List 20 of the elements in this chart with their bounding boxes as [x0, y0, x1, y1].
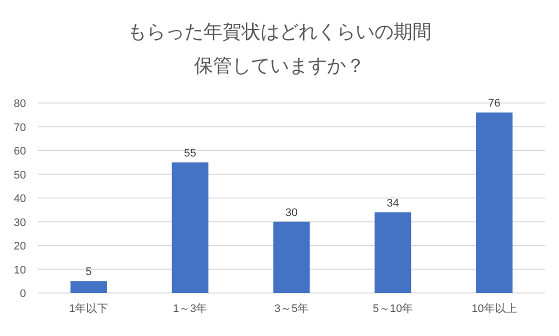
x-tick-label: 3～5年 [274, 303, 309, 315]
y-tick-label: 70 [14, 122, 26, 134]
y-tick-label: 50 [14, 169, 26, 182]
data-label: 55 [184, 147, 196, 160]
data-label: 34 [386, 197, 400, 210]
x-tick-label: 1年以下 [69, 302, 108, 315]
y-tick-label: 40 [14, 193, 26, 205]
data-label: 30 [285, 206, 298, 219]
y-tick-label: 60 [14, 146, 26, 158]
y-tick-label: 0 [20, 288, 26, 300]
x-tick-label: 10年以上 [472, 302, 517, 315]
y-tick-label: 10 [14, 264, 26, 276]
title: もらった年賀状はどれくらいの期間保管していますか？ [128, 22, 432, 77]
x-tick-label: 1～3年 [172, 303, 208, 315]
x-tick-label: 5～10年 [372, 303, 414, 315]
data-label: 5 [86, 266, 92, 278]
y-tick-label: 80 [14, 98, 26, 110]
y-tick-label: 20 [14, 240, 26, 252]
data-label: 76 [488, 98, 500, 110]
y-tick-label: 30 [14, 216, 26, 229]
